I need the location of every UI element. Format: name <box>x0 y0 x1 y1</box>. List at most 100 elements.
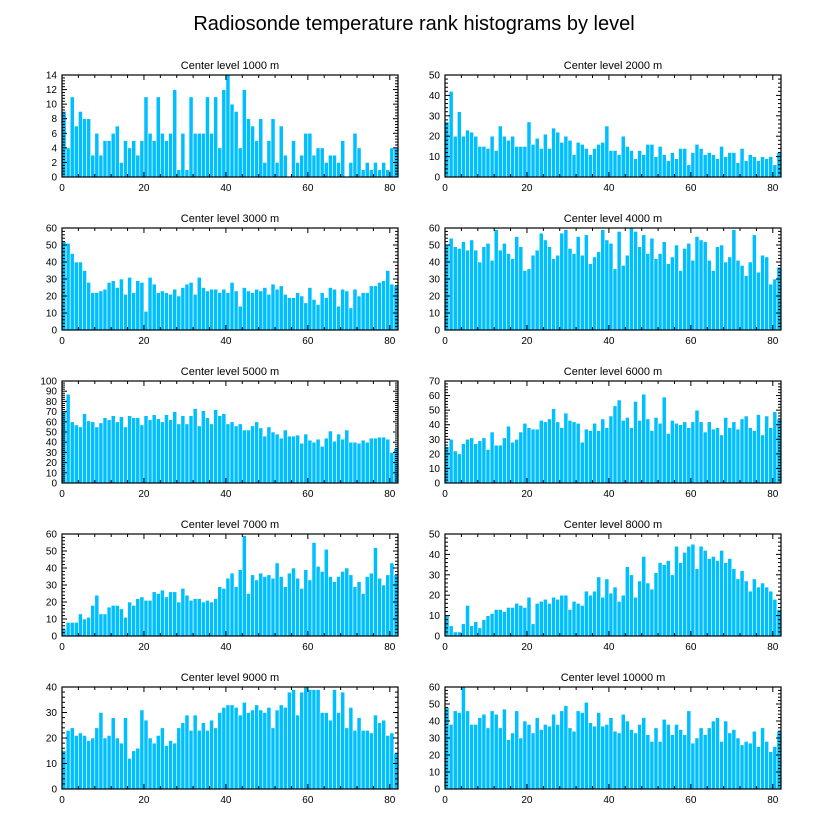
bar <box>649 430 655 484</box>
bar <box>719 550 724 637</box>
panel: Center level 10000 m 0 20 40 60 80 0 10 20 30 40 50… <box>429 672 782 806</box>
panel: Center level 7000 m 0 20 40 60 80 0 10 20 30 40 50 6… <box>46 519 399 653</box>
bar <box>151 414 157 484</box>
bar <box>633 596 638 637</box>
bar <box>641 717 647 790</box>
bar <box>373 547 378 637</box>
bar <box>278 576 284 637</box>
y-tick-label: 4 <box>51 143 57 154</box>
bar <box>168 419 173 484</box>
bar <box>78 732 83 790</box>
bar <box>489 259 495 331</box>
bar <box>123 140 128 178</box>
bar <box>237 305 243 331</box>
bar <box>303 302 309 331</box>
bar <box>94 727 100 790</box>
bar <box>448 237 454 331</box>
bar <box>674 724 679 790</box>
bar <box>616 732 622 790</box>
bar <box>373 437 378 484</box>
bar <box>538 601 544 637</box>
bar <box>686 427 692 484</box>
y-tick-label: 20 <box>429 591 441 602</box>
bar <box>110 132 116 178</box>
bar <box>563 705 569 790</box>
bar <box>303 433 309 484</box>
bar <box>258 290 264 331</box>
bar <box>584 234 589 331</box>
bar <box>547 603 552 637</box>
bar <box>551 713 556 790</box>
bar <box>600 418 606 484</box>
bar <box>184 594 190 637</box>
panel-title: Center level 3000 m <box>181 213 279 225</box>
bar <box>274 562 280 637</box>
y-tick-label: 10 <box>46 468 58 479</box>
bar <box>352 288 358 331</box>
y-tick-label: 40 <box>429 717 441 728</box>
y-tick-label: 2 <box>51 158 57 169</box>
bar <box>180 588 186 637</box>
y-tick-label: 50 <box>46 241 58 252</box>
bar <box>332 288 337 331</box>
bar <box>98 290 104 331</box>
bar <box>620 594 626 637</box>
bar <box>702 734 708 790</box>
y-tick-label: 10 <box>46 100 58 111</box>
y-tick-label: 0 <box>51 326 57 337</box>
bar <box>461 135 466 178</box>
bar <box>686 164 692 178</box>
bar <box>764 256 770 331</box>
x-tick-label: 80 <box>384 183 396 194</box>
bar <box>600 229 606 331</box>
bar <box>295 577 300 637</box>
bar <box>735 259 741 331</box>
bar <box>448 91 454 178</box>
bar <box>160 421 165 484</box>
bar <box>661 718 667 790</box>
bar <box>465 605 470 637</box>
bar <box>258 118 264 178</box>
bar <box>176 169 182 178</box>
bar <box>747 742 753 790</box>
bar <box>485 243 491 331</box>
bar <box>291 567 296 637</box>
bar <box>756 586 761 637</box>
bar <box>674 545 679 637</box>
panel: Center level 5000 m0 20 40 60 80010203040506… <box>40 366 399 500</box>
x-tick-label: 20 <box>138 795 150 806</box>
bar <box>682 421 688 484</box>
bar <box>612 150 618 178</box>
bar <box>352 730 358 790</box>
x-tick-label: 80 <box>384 795 396 806</box>
bar <box>160 132 165 178</box>
bar <box>307 132 313 178</box>
y-tick-label: 0 <box>434 785 440 796</box>
bar <box>633 401 638 484</box>
bar <box>469 437 474 484</box>
bar <box>160 290 165 331</box>
x-tick-label: 80 <box>384 489 396 500</box>
bar <box>352 586 358 637</box>
bar <box>624 566 630 637</box>
bar <box>69 421 75 484</box>
bar <box>299 442 305 484</box>
bar <box>719 434 724 484</box>
bar <box>514 236 520 331</box>
bar <box>616 154 622 178</box>
x-tick-label: 0 <box>59 183 65 194</box>
bar <box>575 603 581 637</box>
bar <box>530 623 536 637</box>
bar <box>127 147 132 178</box>
bar <box>139 596 145 637</box>
bar <box>538 232 544 331</box>
bar <box>119 416 124 484</box>
bar <box>723 261 729 331</box>
bar <box>502 611 507 637</box>
bar <box>711 270 716 331</box>
bar <box>670 256 675 331</box>
y-tick-label: 8 <box>51 114 57 125</box>
bar <box>78 111 83 178</box>
bar <box>217 147 223 178</box>
bar <box>69 253 75 331</box>
